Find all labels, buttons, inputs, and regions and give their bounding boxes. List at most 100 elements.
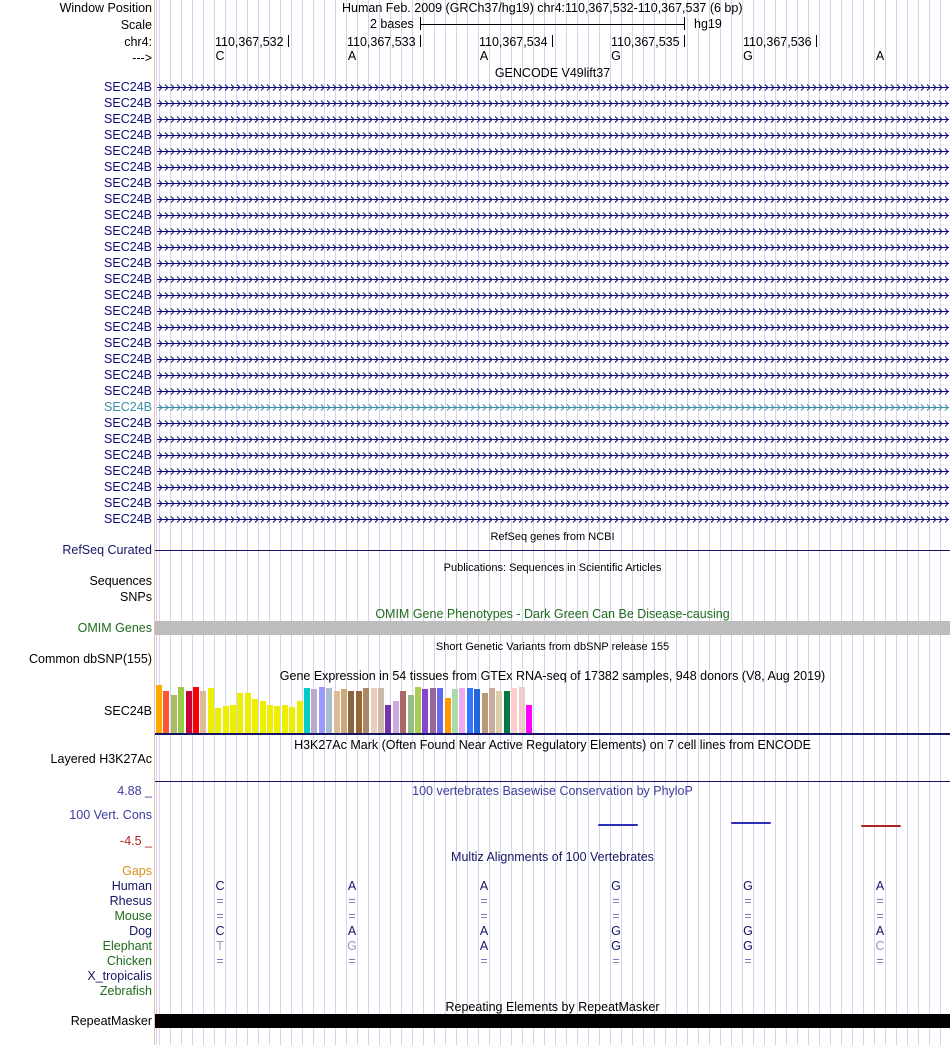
multiz-species-label[interactable]: Chicken: [106, 954, 152, 968]
gtex-tissue-bar[interactable]: [318, 687, 325, 733]
gtex-tissue-bar[interactable]: [311, 689, 318, 733]
gtex-tissue-bar[interactable]: [415, 687, 421, 733]
gencode-transcript-feature[interactable]: [157, 468, 949, 475]
gencode-transcript-feature[interactable]: [157, 100, 949, 107]
gtex-tissue-bar[interactable]: [437, 688, 444, 733]
gtex-tissue-bar[interactable]: [156, 685, 162, 733]
h3k27ac-label[interactable]: Layered H3K27Ac: [50, 752, 152, 766]
gtex-tissue-bar[interactable]: [392, 701, 399, 733]
gtex-tissue-bar[interactable]: [178, 687, 185, 733]
repeatmasker-element-bar[interactable]: [155, 1014, 950, 1028]
gencode-transcript-label[interactable]: SEC24B: [104, 224, 152, 238]
gtex-tissue-bar[interactable]: [200, 691, 207, 733]
gencode-transcript-label[interactable]: SEC24B: [104, 448, 152, 462]
gtex-tissue-bar[interactable]: [289, 707, 296, 733]
gtex-tissue-bar[interactable]: [474, 689, 481, 733]
gtex-tissue-bar[interactable]: [496, 691, 503, 733]
gtex-tissue-bar[interactable]: [274, 706, 281, 733]
gtex-tissue-bar[interactable]: [259, 701, 266, 733]
gtex-label[interactable]: SEC24B: [104, 704, 152, 718]
gencode-transcript-feature[interactable]: [157, 148, 949, 155]
gtex-tissue-bar[interactable]: [363, 688, 370, 733]
gtex-tissue-bar[interactable]: [459, 688, 466, 733]
gencode-transcript-feature[interactable]: [157, 340, 949, 347]
gencode-transcript-label[interactable]: SEC24B: [104, 512, 152, 526]
gtex-tissue-bar[interactable]: [355, 691, 362, 733]
gencode-transcript-feature[interactable]: [157, 260, 949, 267]
gencode-transcript-label[interactable]: SEC24B: [104, 80, 152, 94]
gencode-transcript-feature[interactable]: [157, 372, 949, 379]
gtex-tissue-bar[interactable]: [237, 693, 244, 733]
gtex-tissue-bar[interactable]: [341, 689, 347, 733]
multiz-species-label[interactable]: Zebrafish: [99, 984, 152, 998]
gtex-tissue-bar[interactable]: [207, 688, 214, 733]
refseq-gene-line[interactable]: [155, 550, 950, 551]
gencode-transcript-feature[interactable]: [157, 84, 949, 91]
gencode-transcript-label[interactable]: SEC24B: [104, 96, 152, 110]
multiz-species-label[interactable]: Elephant: [102, 939, 152, 953]
gencode-transcript-label[interactable]: SEC24B: [104, 320, 152, 334]
dbsnp-label[interactable]: Common dbSNP(155): [29, 652, 152, 666]
repeatmasker-label[interactable]: RepeatMasker: [70, 1014, 152, 1028]
gencode-transcript-feature[interactable]: [157, 212, 949, 219]
gencode-transcript-feature[interactable]: [157, 308, 949, 315]
gtex-tissue-bar[interactable]: [503, 691, 510, 733]
gencode-transcript-feature[interactable]: [157, 324, 949, 331]
omim-label[interactable]: OMIM Genes: [77, 621, 152, 635]
gtex-tissue-bar[interactable]: [407, 695, 414, 733]
gtex-tissue-bar[interactable]: [252, 699, 259, 733]
gencode-transcript-label[interactable]: SEC24B: [104, 208, 152, 222]
gencode-transcript-feature[interactable]: [157, 292, 949, 299]
gtex-tissue-bar[interactable]: [444, 698, 451, 733]
gtex-tissue-bar[interactable]: [378, 688, 384, 733]
gtex-tissue-bar[interactable]: [518, 687, 525, 733]
gencode-transcript-label[interactable]: SEC24B: [104, 192, 152, 206]
gtex-tissue-bar[interactable]: [385, 705, 392, 733]
gencode-transcript-label[interactable]: SEC24B: [104, 464, 152, 478]
multiz-species-label[interactable]: Dog: [129, 924, 152, 938]
gencode-transcript-label[interactable]: SEC24B: [104, 144, 152, 158]
gencode-transcript-label[interactable]: SEC24B: [104, 240, 152, 254]
gtex-tissue-bar[interactable]: [304, 688, 310, 733]
gtex-tissue-bar[interactable]: [481, 693, 488, 733]
gencode-transcript-label[interactable]: SEC24B: [104, 384, 152, 398]
gtex-tissue-bar[interactable]: [185, 691, 192, 733]
gtex-tissue-bar[interactable]: [296, 701, 303, 733]
gencode-transcript-feature[interactable]: [157, 404, 949, 411]
gencode-transcript-label[interactable]: SEC24B: [104, 480, 152, 494]
multiz-species-label[interactable]: Gaps: [122, 864, 152, 878]
gtex-tissue-bar[interactable]: [267, 705, 273, 733]
multiz-species-label[interactable]: Rhesus: [109, 894, 152, 908]
gencode-transcript-feature[interactable]: [157, 116, 949, 123]
gencode-transcript-feature[interactable]: [157, 356, 949, 363]
gencode-transcript-label[interactable]: SEC24B: [104, 432, 152, 446]
gtex-tissue-bar[interactable]: [163, 691, 170, 733]
gtex-tissue-bar[interactable]: [215, 708, 222, 733]
gtex-tissue-bar[interactable]: [326, 688, 333, 733]
gencode-transcript-label[interactable]: SEC24B: [104, 304, 152, 318]
gencode-transcript-feature[interactable]: [157, 228, 949, 235]
multiz-species-label[interactable]: Human: [111, 879, 152, 893]
gencode-transcript-feature[interactable]: [157, 244, 949, 251]
gencode-transcript-label[interactable]: SEC24B: [104, 416, 152, 430]
gencode-transcript-label[interactable]: SEC24B: [104, 160, 152, 174]
gencode-transcript-feature[interactable]: [157, 500, 949, 507]
gencode-transcript-feature[interactable]: [157, 132, 949, 139]
multiz-species-label[interactable]: Mouse: [114, 909, 152, 923]
gtex-tissue-bar[interactable]: [348, 691, 355, 733]
gencode-transcript-label[interactable]: SEC24B: [104, 352, 152, 366]
gtex-tissue-bar[interactable]: [511, 688, 518, 733]
gencode-transcript-label[interactable]: SEC24B: [104, 400, 152, 414]
gtex-tissue-bar[interactable]: [281, 705, 288, 733]
gtex-tissue-bar[interactable]: [400, 691, 407, 733]
gencode-transcript-feature[interactable]: [157, 276, 949, 283]
omim-gene-bar[interactable]: [155, 621, 950, 635]
gencode-transcript-label[interactable]: SEC24B: [104, 336, 152, 350]
gtex-tissue-bar[interactable]: [333, 691, 340, 733]
gencode-transcript-feature[interactable]: [157, 484, 949, 491]
snps-label[interactable]: SNPs: [120, 590, 152, 604]
gencode-transcript-label[interactable]: SEC24B: [104, 128, 152, 142]
gtex-tissue-bar[interactable]: [230, 705, 236, 733]
phylop-label[interactable]: 100 Vert. Cons: [69, 808, 152, 822]
gtex-tissue-bar[interactable]: [422, 689, 429, 733]
